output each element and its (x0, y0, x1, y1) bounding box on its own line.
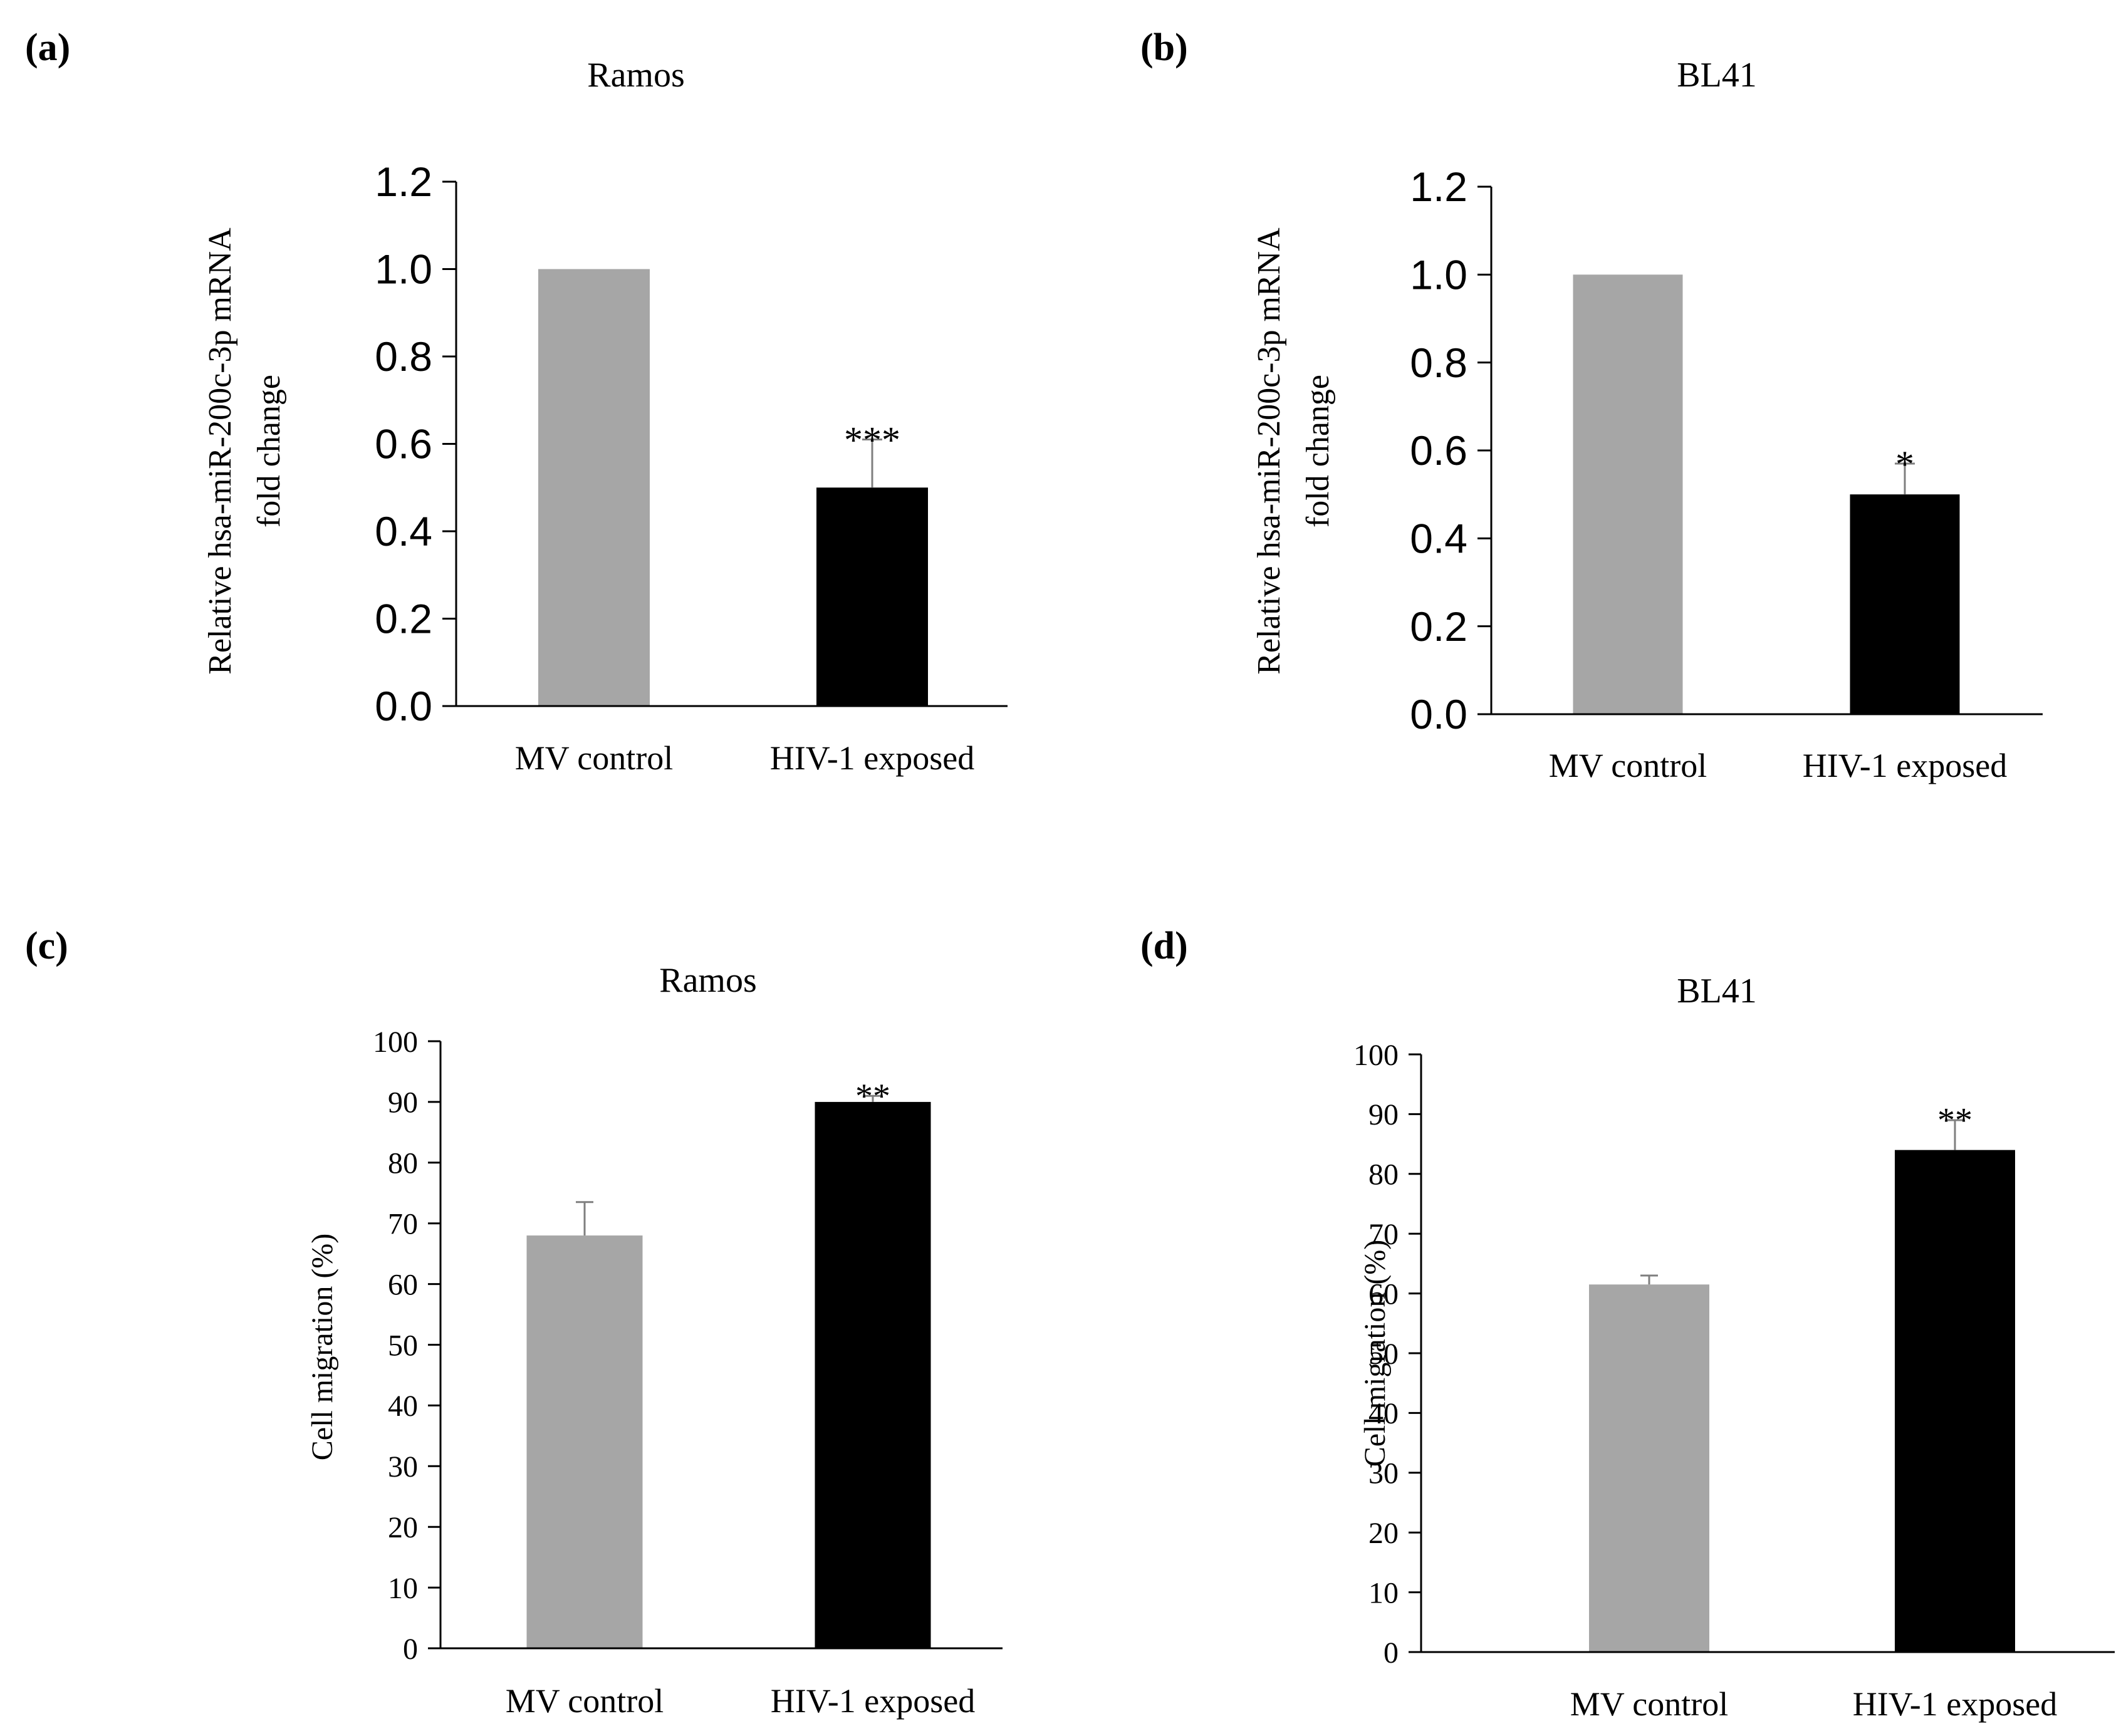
y-tick-label: 0 (403, 1633, 418, 1666)
chart-panel-d: (d) BL41 MV control ** HIV-1 exposed 0 10 20 30 4… (1140, 925, 2115, 1723)
y-tick-label: 60 (388, 1268, 418, 1301)
y-tick-label: 40 (388, 1390, 418, 1423)
y-tick-label: 0.6 (1410, 427, 1467, 474)
y-tick-label: 1.0 (1410, 251, 1467, 298)
x-tick-label: MV control (1549, 747, 1707, 784)
x-tick-label: MV control (515, 739, 674, 777)
y-tick-label: 20 (388, 1511, 418, 1544)
y-tick-label: 10 (388, 1572, 418, 1605)
y-tick-label: 50 (388, 1329, 418, 1362)
panel-label: (a) (25, 26, 70, 69)
y-tick-label: 20 (1368, 1517, 1399, 1550)
bar-hiv1-exposed (816, 487, 928, 706)
y-tick-label: 0.0 (375, 683, 432, 729)
bar-mv-control (538, 269, 650, 706)
y-tick-label: 30 (388, 1450, 418, 1484)
y-tick-label: 80 (388, 1147, 418, 1180)
y-axis-label: Relative hsa-miR-200c-3p mRNA (202, 227, 238, 675)
y-tick-label: 0.0 (1410, 691, 1467, 737)
x-tick-label: HIV-1 exposed (771, 1682, 975, 1720)
y-axis-label: Cell migration (%) (1358, 1240, 1392, 1467)
significance-marker: ** (855, 1077, 890, 1116)
chart-panel-b: (b) BL41 MV control * HIV-1 exposed 0.0 0.2 0.4… (1140, 26, 2043, 784)
bar-hiv1-exposed (815, 1101, 931, 1648)
y-tick-label: 0.2 (1410, 603, 1467, 650)
significance-marker: ** (1937, 1101, 1972, 1140)
y-tick-label: 70 (388, 1208, 418, 1241)
significance-marker: * (1895, 444, 1914, 485)
panel-label: (d) (1140, 925, 1188, 967)
bar-hiv1-exposed (1895, 1150, 2015, 1652)
bar-mv-control (526, 1235, 643, 1648)
bar-mv-control (1589, 1284, 1709, 1652)
x-tick-label: HIV-1 exposed (1803, 747, 2007, 784)
y-tick-label: 30 (1368, 1457, 1399, 1490)
y-axis-label: Cell migration (%) (306, 1234, 339, 1461)
chart-title: Ramos (587, 56, 685, 95)
significance-marker: *** (844, 420, 900, 461)
y-axis-label: Relative hsa-miR-200c-3p mRNA (1251, 227, 1287, 675)
bar-hiv1-exposed (1850, 494, 1960, 714)
y-tick-label: 1.2 (1410, 164, 1467, 210)
y-tick-label: 0.8 (375, 333, 432, 380)
y-tick-label: 90 (1368, 1098, 1399, 1131)
y-tick-label: 0.2 (375, 596, 432, 642)
chart-title: BL41 (1677, 972, 1757, 1011)
y-tick-label: 100 (373, 1026, 418, 1059)
y-tick-label: 0 (1383, 1636, 1399, 1670)
y-axis-label: fold change (1300, 375, 1336, 528)
y-tick-label: 70 (1368, 1218, 1399, 1251)
y-tick-label: 50 (1368, 1338, 1399, 1371)
y-tick-label: 0.6 (375, 421, 432, 467)
x-tick-label: MV control (506, 1682, 664, 1720)
y-tick-label: 100 (1353, 1039, 1399, 1072)
y-tick-label: 1.0 (375, 246, 432, 293)
chart-title: Ramos (659, 961, 757, 1000)
chart-panel-a: (a) Ramos MV control *** HIV-1 exposed 0.0 0.2… (25, 26, 1008, 777)
x-tick-label: HIV-1 exposed (1853, 1685, 2057, 1723)
x-tick-label: MV control (1570, 1685, 1729, 1723)
x-tick-label: HIV-1 exposed (770, 739, 974, 777)
panel-label: (b) (1140, 26, 1188, 69)
y-tick-label: 10 (1368, 1576, 1399, 1609)
y-tick-label: 1.2 (375, 159, 432, 205)
y-tick-label: 0.4 (1410, 515, 1467, 561)
y-tick-label: 40 (1368, 1397, 1399, 1430)
y-tick-label: 0.8 (1410, 340, 1467, 386)
chart-title: BL41 (1677, 56, 1757, 95)
y-axis-label: fold change (251, 375, 287, 528)
y-tick-label: 90 (388, 1086, 418, 1120)
y-tick-label: 80 (1368, 1158, 1399, 1192)
y-tick-label: 0.4 (375, 508, 432, 554)
chart-panel-c: (c) Ramos MV control ** HIV-1 exposed 0 10 20 30… (25, 925, 1003, 1720)
y-tick-label: 60 (1368, 1277, 1399, 1311)
panel-label: (c) (25, 925, 68, 967)
bar-mv-control (1573, 274, 1683, 714)
